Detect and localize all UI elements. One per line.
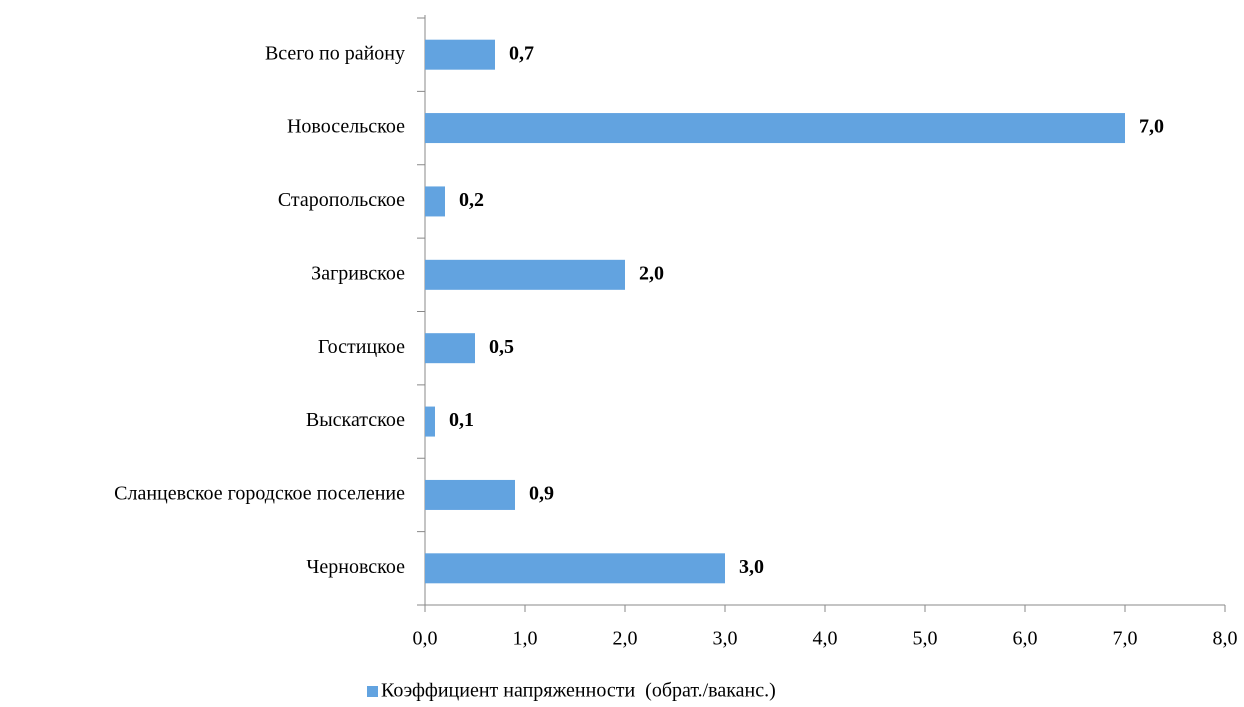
bar xyxy=(425,553,725,584)
x-tick-label: 6,0 xyxy=(1013,628,1038,650)
x-tick-label: 0,0 xyxy=(413,628,438,650)
legend-swatch xyxy=(367,686,378,697)
bar xyxy=(425,479,515,510)
y-tick-label: Гостицкое xyxy=(318,336,405,358)
y-tick-label: Загривское xyxy=(311,262,405,284)
value-label: 3,0 xyxy=(739,556,764,578)
y-tick-label: Черновское xyxy=(306,556,405,578)
x-tick-label: 5,0 xyxy=(913,628,938,650)
x-tick-label: 2,0 xyxy=(613,628,638,650)
bar xyxy=(425,186,445,217)
y-tick-label: Выскатское xyxy=(306,409,405,431)
value-label: 2,0 xyxy=(639,262,664,284)
y-tick-label: Всего по району xyxy=(265,42,405,64)
bar xyxy=(425,406,435,437)
bar xyxy=(425,259,625,290)
x-tick-label: 7,0 xyxy=(1113,628,1138,650)
bar xyxy=(425,39,495,70)
bar xyxy=(425,333,475,364)
value-label: 0,7 xyxy=(509,42,534,64)
value-label: 0,2 xyxy=(459,189,484,211)
value-label: 7,0 xyxy=(1139,116,1164,138)
value-label: 0,9 xyxy=(529,483,554,505)
x-tick-label: 1,0 xyxy=(513,628,538,650)
x-tick-label: 8,0 xyxy=(1213,628,1238,650)
x-tick-label: 3,0 xyxy=(713,628,738,650)
x-tick-label: 4,0 xyxy=(813,628,838,650)
value-label: 0,1 xyxy=(449,409,474,431)
y-tick-label: Сланцевское городское поселение xyxy=(114,483,405,505)
bar xyxy=(425,113,1125,144)
y-tick-label: Новосельское xyxy=(287,116,405,138)
legend-label: Коэффициент напряженности (обрат./ваканс… xyxy=(381,680,776,702)
y-tick-label: Старопольское xyxy=(278,189,405,211)
value-label: 0,5 xyxy=(489,336,514,358)
